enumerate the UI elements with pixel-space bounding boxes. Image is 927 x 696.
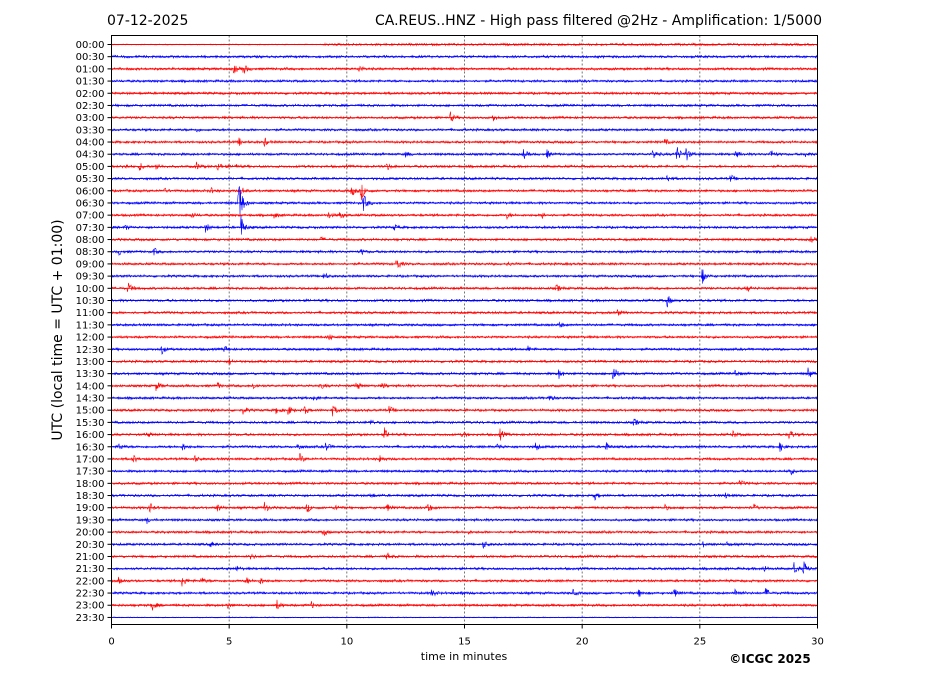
y-tick-label: 01:30 [76, 77, 105, 88]
traces [111, 42, 818, 619]
y-tick-label: 12:00 [76, 333, 105, 344]
y-tick-label: 21:30 [76, 564, 105, 575]
y-tick-label: 20:30 [76, 540, 105, 551]
trace-1730 [111, 468, 818, 476]
y-tick-label: 02:30 [76, 101, 105, 112]
grid-lines [228, 35, 701, 625]
y-tick-label: 01:00 [76, 64, 105, 75]
y-tick-label: 16:00 [76, 430, 105, 441]
y-tick-label: 13:00 [76, 357, 105, 368]
y-tick-label: 05:30 [76, 174, 105, 185]
y-tick-label: 22:00 [76, 576, 105, 587]
y-tick-label: 23:00 [76, 601, 105, 612]
y-tick-label: 13:30 [76, 369, 105, 380]
y-tick-label: 10:00 [76, 284, 105, 295]
y-tick-label: 18:30 [76, 491, 105, 502]
chart-title: CA.REUS..HNZ - High pass filtered @2Hz -… [375, 13, 822, 29]
y-tick-label: 09:30 [76, 272, 105, 283]
x-tick-label: 15 [458, 637, 471, 648]
y-tick-label: 12:30 [76, 345, 105, 356]
y-tick-label: 03:00 [76, 113, 105, 124]
y-tick-label: 00:30 [76, 52, 105, 63]
y-tick-label: 03:30 [76, 125, 105, 136]
y-tick-label: 20:00 [76, 528, 105, 539]
date-title: 07-12-2025 [107, 13, 188, 29]
y-tick-label: 04:30 [76, 150, 105, 161]
y-tick-label: 11:30 [76, 320, 105, 331]
y-tick-label: 14:00 [76, 381, 105, 392]
x-tick-label: 30 [811, 637, 824, 648]
y-tick-label: 06:30 [76, 198, 105, 209]
y-tick-label: 00:00 [76, 40, 105, 51]
trace-0300 [111, 111, 818, 122]
y-tick-label: 07:00 [76, 211, 105, 222]
x-tick-label: 25 [693, 637, 706, 648]
y-tick-label: 14:30 [76, 394, 105, 405]
x-axis-ticks: 0 5 10 15 20 25 30 [108, 624, 824, 648]
y-tick-label: 08:00 [76, 235, 105, 246]
x-tick-label: 5 [226, 637, 232, 648]
y-tick-label: 22:30 [76, 589, 105, 600]
trace-2130 [111, 561, 818, 575]
trace-1500 [111, 405, 818, 417]
y-tick-label: 21:00 [76, 552, 105, 563]
y-tick-label: 09:00 [76, 259, 105, 270]
y-tick-label: 17:00 [76, 454, 105, 465]
y-tick-label: 17:30 [76, 467, 105, 478]
x-tick-label: 20 [576, 637, 589, 648]
y-tick-label: 18:00 [76, 479, 105, 490]
y-tick-label: 06:00 [76, 186, 105, 197]
trace-0200 [111, 90, 818, 96]
y-tick-label: 16:30 [76, 442, 105, 453]
copyright: ©ICGC 2025 [729, 652, 811, 666]
y-tick-label: 10:30 [76, 296, 105, 307]
y-axis-label: UTC (local time = UTC + 01:00) [50, 219, 66, 440]
y-tick-label: 08:30 [76, 247, 105, 258]
x-tick-label: 10 [340, 637, 353, 648]
y-tick-label: 05:00 [76, 162, 105, 173]
y-tick-label: 23:30 [76, 613, 105, 624]
y-tick-label: 02:00 [76, 89, 105, 100]
y-tick-label: 15:00 [76, 406, 105, 417]
y-tick-label: 15:30 [76, 418, 105, 429]
y-tick-label: 04:00 [76, 138, 105, 149]
y-tick-label: 11:00 [76, 308, 105, 319]
y-tick-label: 19:30 [76, 515, 105, 526]
x-tick-label: 0 [108, 637, 114, 648]
trace-1600 [111, 427, 818, 441]
y-tick-label: 19:00 [76, 503, 105, 514]
y-tick-label: 07:30 [76, 223, 105, 234]
trace-1830 [111, 492, 818, 501]
plot-frame [111, 35, 818, 625]
x-axis-label: time in minutes [421, 650, 508, 663]
trace-1900 [111, 501, 818, 514]
